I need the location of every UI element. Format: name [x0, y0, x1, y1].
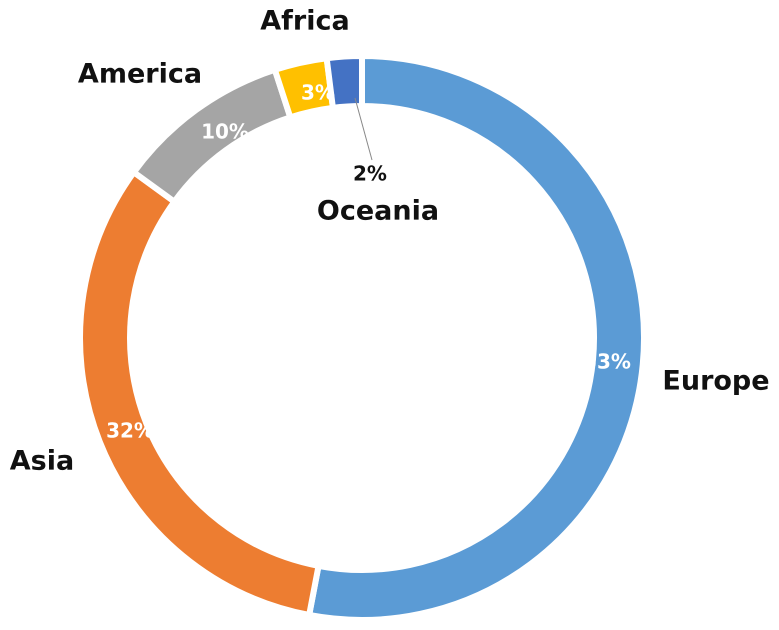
- leader-line: [354, 97, 373, 161]
- value-label: 32%: [106, 419, 154, 443]
- category-label: Asia: [10, 446, 74, 477]
- category-label: Europe: [662, 366, 769, 397]
- slice: [323, 52, 365, 112]
- value-label: 2%: [353, 162, 387, 186]
- value-label: 10%: [201, 120, 249, 144]
- value-label: 53%: [583, 350, 631, 374]
- slice: [305, 52, 647, 623]
- slice: [77, 168, 323, 619]
- value-label: 3%: [301, 81, 335, 105]
- category-label: Oceania: [317, 196, 439, 227]
- slices: [77, 52, 647, 623]
- category-label: America: [78, 59, 202, 90]
- category-label: Africa: [260, 6, 349, 37]
